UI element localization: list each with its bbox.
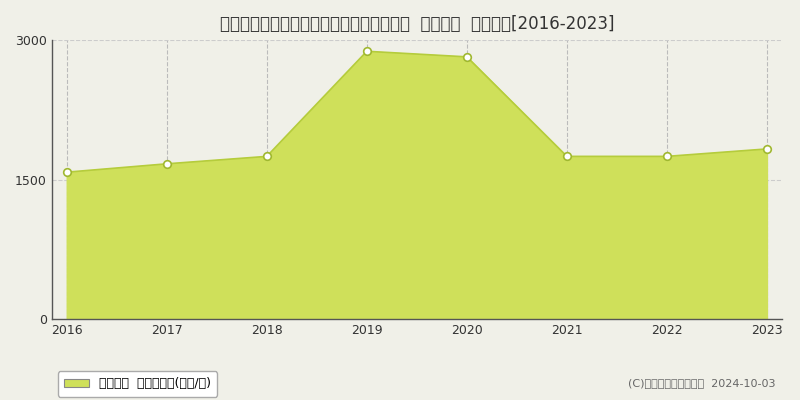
Point: [661, 153, 674, 160]
Point: [160, 161, 173, 167]
Legend: 基準地価  平均坪単価(万円/坪): 基準地価 平均坪単価(万円/坪): [58, 371, 218, 396]
Point: [561, 153, 574, 160]
Point: [60, 169, 73, 175]
Title: 東京都新宿区歌舞伎町一丁目１８番１１外  基準地価  地価推移[2016-2023]: 東京都新宿区歌舞伎町一丁目１８番１１外 基準地価 地価推移[2016-2023]: [219, 15, 614, 33]
Point: [761, 146, 774, 152]
Point: [260, 153, 273, 160]
Point: [461, 54, 474, 60]
Text: (C)土地価格ドットコム  2024-10-03: (C)土地価格ドットコム 2024-10-03: [629, 378, 776, 388]
Point: [361, 48, 374, 54]
